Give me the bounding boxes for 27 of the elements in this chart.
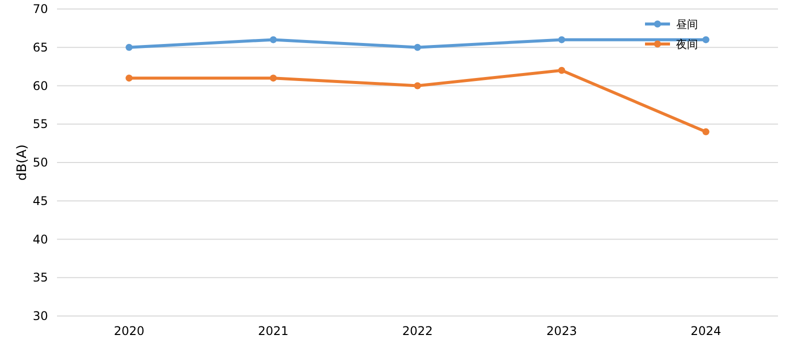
point	[270, 36, 277, 44]
y-tick-label: 70	[32, 2, 48, 16]
y-tick-label: 50	[32, 156, 48, 170]
point	[702, 36, 710, 44]
y-tick-label: 55	[32, 117, 48, 132]
point	[126, 44, 133, 51]
point	[558, 36, 566, 44]
x-tick-label: 2023	[546, 324, 577, 338]
y-tick-label: 30	[32, 309, 48, 323]
legend-label: 昼间	[676, 18, 698, 31]
point	[558, 66, 566, 74]
x-tick-label: 2024	[690, 324, 722, 338]
y-axis-title: dB(A)	[15, 144, 30, 181]
y-tick-label: 35	[32, 270, 48, 285]
legend-label: 夜间	[676, 38, 698, 51]
point	[126, 74, 133, 82]
x-tick-label: 2022	[402, 324, 433, 338]
point	[270, 74, 277, 82]
x-tick-label: 2020	[114, 324, 144, 338]
y-tick-label: 60	[32, 78, 48, 93]
y-tick-label: 65	[32, 40, 48, 54]
point	[414, 44, 421, 51]
y-tick-label: 40	[32, 232, 48, 246]
point	[414, 82, 421, 90]
point	[702, 128, 710, 136]
x-tick-label: 2021	[258, 324, 289, 338]
y-tick-label: 45	[32, 194, 48, 208]
